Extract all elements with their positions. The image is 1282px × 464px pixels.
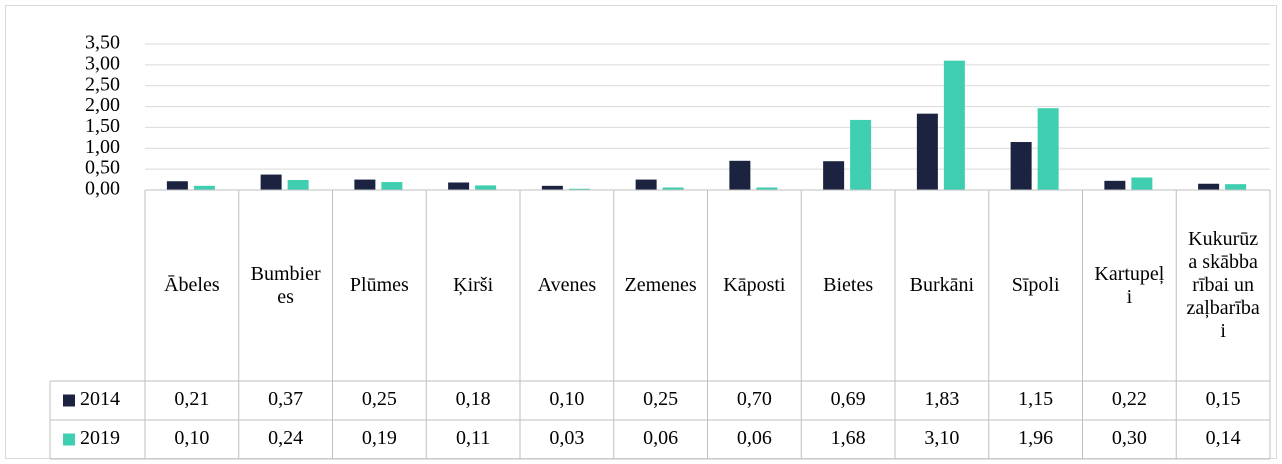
bar	[729, 160, 751, 190]
bar	[823, 161, 845, 190]
data-label: 0,37	[268, 388, 303, 410]
y-tick-label: 2,50	[85, 73, 120, 95]
category-text: Bumbieres	[250, 262, 321, 308]
data-label: 1,15	[1018, 388, 1053, 410]
y-tick-label: 1,00	[85, 136, 120, 158]
category-label: Plūmes	[333, 190, 427, 381]
data-label: 1,83	[924, 388, 959, 410]
category-label: Ķirši	[426, 190, 520, 381]
category-label: Bietes	[801, 190, 895, 381]
category-label: Bumbieres	[239, 190, 333, 381]
y-tick-label: 0,50	[85, 157, 120, 179]
data-label: 0,06	[737, 427, 772, 449]
category-label: Burkāni	[895, 190, 989, 381]
bar	[1037, 108, 1059, 190]
category-text: Kartupeļi	[1094, 262, 1165, 308]
data-label: 0,30	[1112, 427, 1147, 449]
bar	[1225, 184, 1247, 190]
bar	[1131, 177, 1153, 190]
data-label: 1,96	[1018, 427, 1053, 449]
data-label: 0,15	[1206, 388, 1241, 410]
data-label: 0,24	[268, 427, 303, 449]
category-text: Ķirši	[453, 274, 494, 296]
data-label: 0,10	[549, 388, 584, 410]
category-label: Kartupeļi	[1083, 190, 1177, 381]
bar	[943, 60, 965, 190]
category-text: Bietes	[823, 274, 874, 296]
bar	[541, 185, 563, 190]
data-label: 3,10	[924, 427, 959, 449]
data-label: 0,25	[643, 388, 678, 410]
bar	[193, 185, 215, 190]
data-label: 0,70	[737, 388, 772, 410]
legend-label: 2014	[80, 388, 120, 410]
category-label: Zemenes	[614, 190, 708, 381]
category-label: Avenes	[520, 190, 614, 381]
data-label: 0,11	[456, 427, 490, 449]
bar	[354, 179, 376, 190]
category-text: Ābeles	[164, 274, 220, 296]
legend-swatch	[63, 394, 75, 407]
category-label: Sīpoli	[989, 190, 1083, 381]
data-label: 0,21	[174, 388, 209, 410]
data-label: 0,25	[362, 388, 397, 410]
y-tick-label: 1,50	[85, 115, 120, 137]
y-tick-label: 3,50	[85, 32, 120, 54]
category-label: Kukurūza skābbarībai un zaļbarībai	[1176, 190, 1270, 381]
data-label: 0,18	[456, 388, 491, 410]
category-text: Sīpoli	[1011, 274, 1060, 296]
data-label: 0,10	[174, 427, 209, 449]
data-label: 1,68	[831, 427, 866, 449]
data-label: 0,03	[549, 427, 584, 449]
bar	[381, 182, 403, 190]
bar	[1104, 180, 1126, 190]
bar	[1010, 142, 1032, 190]
y-tick-label: 3,00	[85, 52, 120, 74]
bar	[475, 185, 497, 190]
bar	[635, 179, 657, 190]
category-label: Ābeles	[145, 190, 239, 381]
bar	[568, 188, 590, 190]
bar	[166, 181, 188, 190]
data-label: 0,06	[643, 427, 678, 449]
legend-swatch	[63, 433, 75, 446]
bar	[287, 179, 309, 190]
bar	[662, 187, 684, 190]
category-text: Burkāni	[909, 274, 975, 296]
data-label: 0,69	[831, 388, 866, 410]
bar	[916, 113, 938, 190]
category-text: Zemenes	[624, 274, 697, 296]
category-text: Kukurūza skābbarībai un zaļbarībai	[1186, 228, 1260, 342]
bar	[850, 119, 872, 190]
y-tick-label: 2,00	[85, 94, 120, 116]
bar	[448, 182, 470, 190]
legend-label: 2019	[80, 427, 120, 449]
bar	[756, 187, 778, 190]
data-label: 0,14	[1206, 427, 1241, 449]
y-tick-label: 0,00	[85, 178, 120, 200]
data-label: 0,22	[1112, 388, 1147, 410]
category-label: Kāposti	[708, 190, 802, 381]
bar	[1198, 183, 1220, 190]
category-text: Kāposti	[723, 274, 786, 296]
data-label: 0,19	[362, 427, 397, 449]
category-text: Plūmes	[349, 274, 409, 296]
bar	[260, 174, 282, 190]
category-text: Avenes	[537, 274, 597, 296]
